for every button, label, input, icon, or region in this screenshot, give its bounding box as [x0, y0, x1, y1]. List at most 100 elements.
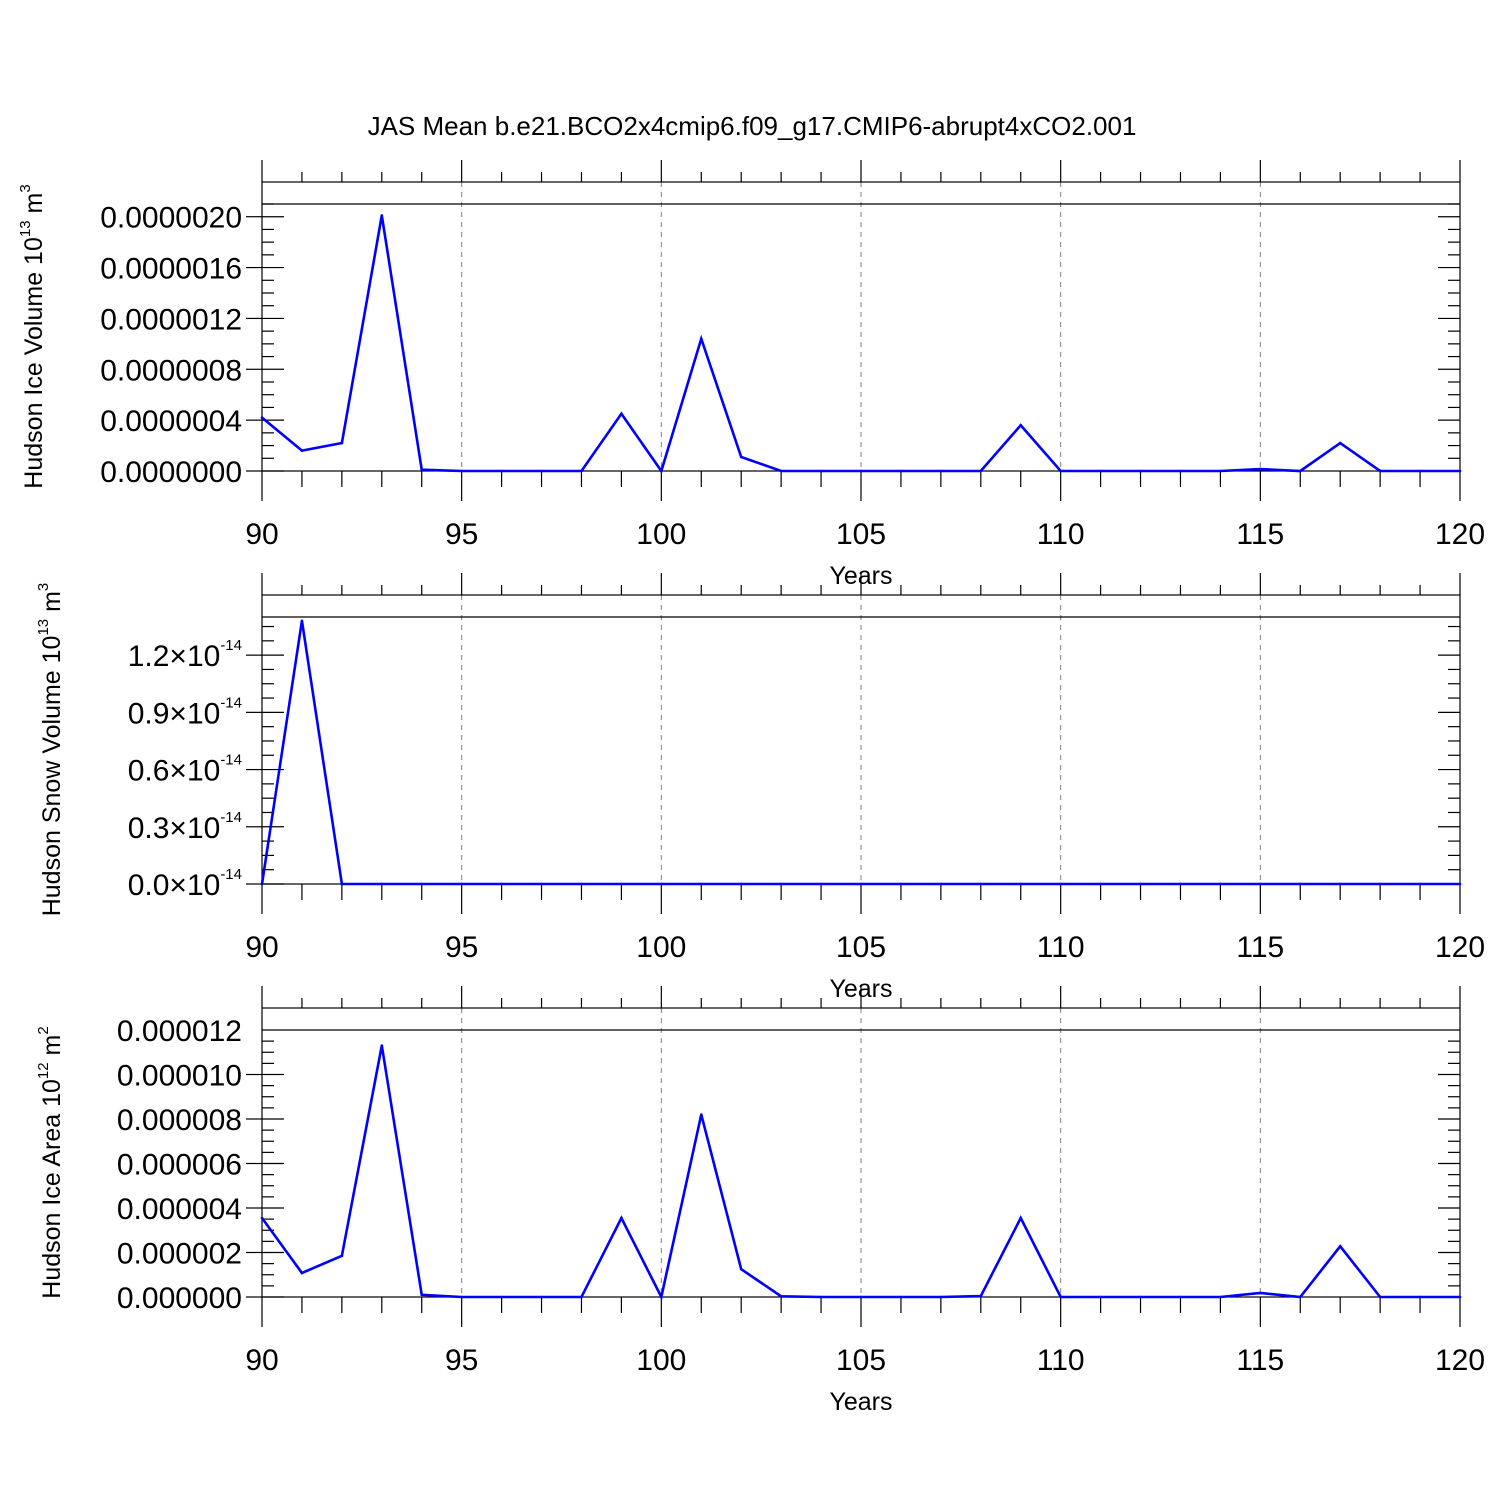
data-point: [500, 469, 503, 473]
data-point: [380, 882, 384, 886]
data-point: [420, 468, 424, 472]
y-tick-label: 0.0×10-14: [128, 866, 242, 902]
data-point: [819, 469, 823, 473]
data-point: [899, 882, 903, 886]
y-tick-label: 0.000004: [117, 1193, 242, 1226]
data-point: [1298, 882, 1302, 886]
data-point: [699, 882, 703, 886]
x-axis-label: Years: [829, 1388, 892, 1416]
chart-title: JAS Mean b.e21.BCO2x4cmip6.f09_g17.CMIP6…: [368, 111, 1137, 141]
data-point: [939, 882, 943, 886]
data-point: [1019, 882, 1023, 886]
data-point: [1099, 882, 1102, 886]
data-point: [1418, 469, 1422, 473]
y-tick-label: 0.0000000: [100, 456, 242, 489]
y-tick-label: 0.0000004: [100, 405, 242, 438]
data-point: [380, 214, 384, 217]
x-tick-label: 120: [1435, 518, 1485, 551]
data-point: [1259, 467, 1262, 471]
y-tick-label: 1.2×10-14: [128, 637, 242, 673]
data-point: [739, 455, 743, 459]
data-point: [1139, 1295, 1142, 1299]
x-tick-label: 120: [1435, 931, 1485, 964]
data-point: [939, 469, 943, 473]
data-point: [1099, 469, 1102, 473]
x-tick-label: 110: [1037, 518, 1085, 551]
data-point: [660, 1295, 663, 1299]
data-point: [660, 882, 663, 886]
data-point: [699, 1113, 703, 1116]
data-point: [260, 416, 264, 419]
data-point: [1338, 1244, 1342, 1248]
data-point: [1259, 1291, 1262, 1295]
data-point: [1338, 882, 1342, 886]
data-point: [979, 469, 983, 473]
data-point: [1298, 469, 1302, 473]
y-tick-label: 0.000010: [117, 1060, 242, 1093]
data-point: [340, 1254, 344, 1258]
x-tick-label: 105: [836, 518, 886, 551]
x-tick-label: 120: [1435, 1344, 1485, 1377]
x-tick-label: 115: [1236, 1344, 1284, 1377]
data-point: [1059, 1295, 1062, 1299]
data-point: [1458, 882, 1462, 886]
data-point: [859, 469, 863, 473]
data-point: [260, 1216, 264, 1220]
data-point: [1139, 882, 1142, 886]
x-tick-label: 95: [445, 1344, 478, 1377]
data-point: [739, 1267, 743, 1271]
data-point: [899, 1295, 903, 1299]
data-point: [420, 882, 424, 886]
data-point: [779, 469, 783, 473]
data-point: [1019, 423, 1023, 427]
data-point: [1418, 1295, 1422, 1299]
y-tick-label: 0.3×10-14: [128, 809, 242, 845]
data-point: [939, 1295, 943, 1299]
data-point: [699, 337, 703, 341]
data-point: [580, 1295, 583, 1299]
data-point: [620, 882, 623, 886]
data-point: [739, 882, 743, 886]
data-point: [1019, 1216, 1023, 1220]
y-tick-label: 0.0000020: [100, 202, 242, 235]
data-point: [819, 882, 823, 886]
data-point: [540, 882, 543, 886]
y-axis-label: Hudson Ice Volume 1013 m3: [17, 184, 48, 488]
data-point: [979, 1294, 983, 1298]
y-tick-label: 0.000006: [117, 1149, 242, 1182]
data-point: [1219, 469, 1222, 473]
data-point: [979, 882, 983, 886]
data-point: [1219, 882, 1222, 886]
y-tick-label: 0.000002: [117, 1238, 242, 1271]
x-tick-label: 110: [1037, 931, 1085, 964]
data-point: [620, 412, 623, 416]
x-tick-label: 100: [636, 931, 686, 964]
data-point: [420, 1293, 424, 1297]
y-tick-label: 0.000008: [117, 1104, 242, 1137]
data-point: [899, 469, 903, 473]
data-point: [460, 1295, 463, 1299]
panel-2: 90 95 100 105 110 115 120Years0.0×10-140.3×10-…: [35, 573, 1485, 1003]
data-point: [300, 449, 304, 452]
data-point: [1378, 1295, 1382, 1299]
y-axis-label: Hudson Ice Area 1012 m2: [35, 1026, 66, 1298]
x-tick-label: 110: [1037, 1344, 1085, 1377]
data-point: [1179, 1295, 1182, 1299]
data-point: [300, 1271, 304, 1275]
data-point: [1179, 882, 1182, 886]
data-point: [660, 469, 663, 473]
data-point: [380, 1044, 384, 1047]
x-tick-label: 90: [245, 931, 278, 964]
x-tick-label: 90: [245, 1344, 278, 1377]
data-point: [500, 882, 503, 886]
data-point: [540, 1295, 543, 1299]
data-point: [779, 882, 783, 886]
data-point: [1458, 469, 1462, 473]
data-point: [460, 882, 463, 886]
data-point: [1298, 1295, 1302, 1299]
data-point: [1378, 882, 1382, 886]
x-tick-label: 90: [245, 518, 278, 551]
x-tick-label: 95: [445, 518, 478, 551]
data-point: [580, 469, 583, 473]
